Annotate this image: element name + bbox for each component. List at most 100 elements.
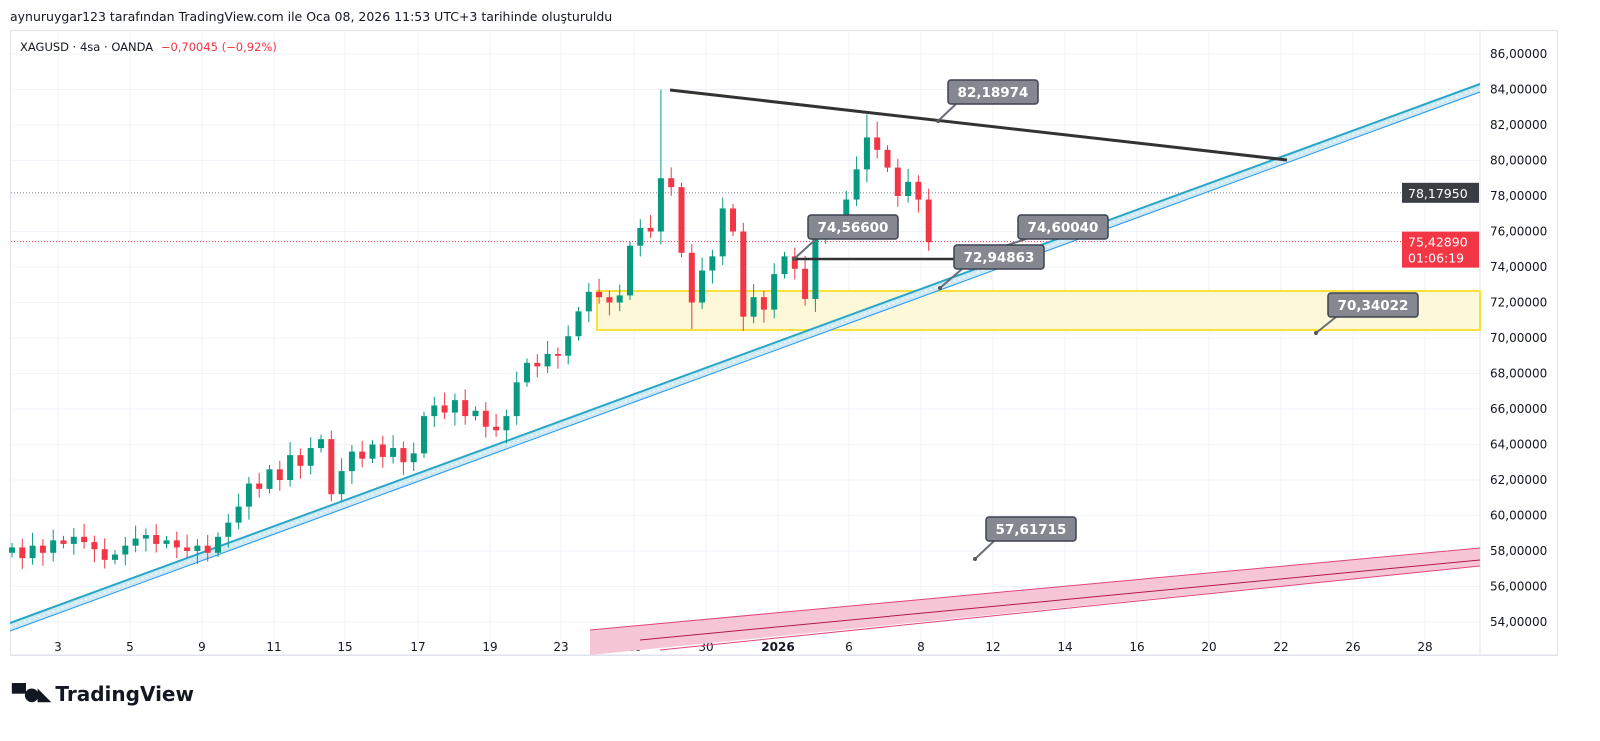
price-tick: 56,00000 [1490,580,1547,594]
resistance-trendline [669,88,1288,162]
callout-anchor [1314,331,1318,335]
candle-body [853,169,860,200]
callout-box[interactable] [947,79,1039,105]
callout-anchor [936,119,940,123]
price-tick: 66,00000 [1490,402,1547,416]
candle-body [410,453,417,463]
candle-body [338,471,345,495]
tradingview-logo[interactable]: ▀●◣ TradingView [12,682,194,706]
candle-body [544,353,551,367]
price-tick: 70,00000 [1490,331,1547,345]
candle-body [596,291,603,298]
callout-pointer [793,238,817,260]
candle-body [554,353,561,356]
callout-anchor [973,557,977,561]
callout-anchor [938,286,942,290]
symbol-legend: XAGUSD · 4sa · OANDA −0,70045 (−0,92%) [20,40,277,54]
candle-body [297,455,304,466]
trend-line-upper [9,83,1481,624]
candle-body [688,252,695,303]
candle-body [390,448,397,457]
time-tick: 14 [1057,640,1072,654]
candle-body [50,540,57,553]
price-tick: 54,00000 [1490,615,1547,629]
time-tick: 22 [1273,640,1288,654]
price-tick: 76,00000 [1490,225,1547,239]
candle-body [9,547,15,553]
candle-body [647,227,654,232]
time-tick: 23 [553,640,568,654]
time-tick: 8 [917,640,925,654]
callout-pointer [1315,316,1337,334]
price-tick: 84,00000 [1490,83,1547,97]
price-callout: 82,18974 [936,79,1039,123]
callout-box[interactable] [807,214,899,240]
candle-body [863,137,870,170]
candle-body [421,416,427,454]
callout-box[interactable] [985,516,1077,542]
pink-line-lower [659,565,1481,651]
candle-body [431,405,438,417]
time-tick: 3 [54,640,62,654]
candle-body [256,483,263,489]
candle-body [493,426,500,431]
candle-body [760,297,767,310]
candle-body [740,231,747,317]
symbol-info[interactable]: XAGUSD · 4sa · OANDA [20,40,154,54]
candle-body [400,448,407,463]
callout-box[interactable] [1327,292,1419,318]
candle-body [616,295,623,303]
time-tick: 15 [337,640,352,654]
callout-box[interactable] [953,244,1045,270]
candle-body [730,208,736,232]
callout-text: 70,34022 [1338,298,1409,314]
time-tick: 12 [985,640,1000,654]
candle-body [513,382,520,417]
candle-body [874,137,881,150]
candle-body [194,545,201,551]
candle-body [142,535,149,539]
candle-body [925,199,932,243]
candle-body [802,268,809,299]
time-tick: 26 [1345,640,1360,654]
candle-body [472,410,479,417]
candle-body [575,311,582,337]
price-callout: 74,56600 [792,214,899,261]
time-tick: 28 [1417,640,1432,654]
candle-body [153,535,160,544]
candle-body [668,178,675,188]
candle-body [122,545,129,555]
candle-body [307,448,314,466]
trend-channel-fill [10,84,1480,631]
candle-body [112,554,118,560]
candle-body [565,336,572,356]
candle-body [287,455,294,480]
callout-text: 72,94863 [964,250,1035,266]
candle-body [359,451,366,459]
candle-body [894,167,901,196]
candle-body [91,542,98,550]
candle-body [606,297,613,303]
price-tick: 72,00000 [1490,296,1547,310]
candle-body [132,538,139,546]
price-callout: 70,34022 [1314,292,1419,335]
prev-close-marker [1402,182,1479,203]
callout-box[interactable] [1017,214,1109,240]
candle-body [235,506,242,523]
pink-channel-fill [590,548,1480,655]
candle-body [451,400,458,413]
last-price-marker [1402,231,1479,268]
candle-body [70,536,77,544]
callout-text: 57,61715 [996,522,1067,538]
candle-body [379,444,386,457]
candle-body [29,545,36,559]
price-tick: 68,00000 [1490,367,1547,381]
candle-body [163,540,170,544]
pink-line-mid [639,559,1481,641]
price-tick: 82,00000 [1490,118,1547,132]
candle-body [699,270,706,303]
candle-body [719,208,726,257]
candle-body [184,547,191,551]
time-tick: 2026 [761,640,794,654]
